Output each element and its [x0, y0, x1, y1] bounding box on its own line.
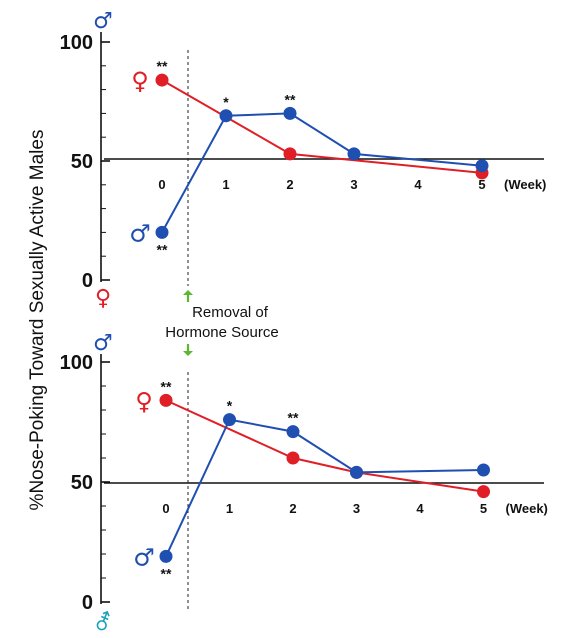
annotation-arrows	[183, 290, 193, 356]
female-series-icon: ♀	[135, 387, 153, 415]
y-tick-label: 100	[60, 352, 93, 374]
arrow-head	[183, 290, 193, 295]
data-point	[350, 465, 363, 479]
x-tick-label: 5	[480, 501, 487, 516]
x-tick-label: 3	[353, 501, 360, 516]
x-unit-label: (Week)	[506, 501, 548, 516]
data-point	[155, 73, 169, 87]
data-point	[286, 451, 300, 465]
x-tick-label: 1	[222, 177, 229, 192]
data-point	[219, 109, 233, 123]
x-tick-label: 3	[350, 177, 357, 192]
significance-marker: **	[157, 58, 168, 74]
data-point	[475, 159, 489, 173]
data-point	[283, 106, 297, 120]
data-point	[223, 413, 236, 427]
data-point	[159, 393, 173, 407]
axis-top-male-symbol: ♂	[93, 331, 113, 356]
hormone-removal-annotation: Removal of Hormone Source	[165, 290, 279, 356]
significance-marker: **	[285, 91, 296, 107]
x-tick-label: 5	[478, 177, 485, 192]
data-point	[155, 225, 169, 239]
y-tick-label: 0	[82, 592, 93, 614]
significance-marker: **	[161, 378, 172, 394]
data-point	[477, 485, 490, 499]
y-tick-label: 100	[60, 32, 93, 54]
significance-marker: *	[227, 398, 233, 414]
x-tick-label: 2	[286, 177, 293, 192]
data-point	[159, 549, 173, 563]
series-line	[165, 399, 484, 493]
x-tick-label: 1	[226, 501, 233, 516]
y-tick-label: 0	[82, 270, 93, 292]
data-point	[477, 463, 490, 477]
axis-bottom-symbol: ♀	[95, 286, 111, 311]
x-tick-label: 4	[414, 177, 422, 192]
significance-marker: **	[157, 241, 168, 257]
female-series-icon: ♀	[131, 67, 149, 95]
x-tick-label: 0	[162, 501, 169, 516]
male-series-icon: ♂	[133, 543, 155, 571]
male-series-icon: ♂	[129, 219, 151, 247]
x-unit-label: (Week)	[504, 177, 546, 192]
data-point	[286, 425, 300, 439]
x-tick-label: 2	[289, 501, 296, 516]
annotation-line-1: Removal of	[192, 304, 269, 321]
y-tick-label: 50	[71, 472, 93, 494]
arrow-head	[183, 351, 193, 356]
y-axis-label: %Nose-Poking Toward Sexually Active Male…	[27, 130, 48, 511]
significance-marker: **	[161, 565, 172, 581]
y-axis-title: %Nose-Poking Toward Sexually Active Male…	[27, 130, 48, 511]
significance-marker: **	[288, 410, 299, 426]
annotation-line-2: Hormone Source	[165, 324, 278, 341]
axis-bottom-symbol: ⚦	[94, 610, 112, 636]
series-line	[161, 112, 483, 233]
series-line	[165, 418, 484, 557]
significance-marker: *	[223, 94, 229, 110]
y-tick-label: 50	[71, 151, 93, 173]
axis-top-male-symbol: ♂	[93, 9, 113, 34]
data-point	[283, 147, 297, 161]
x-tick-label: 0	[158, 177, 165, 192]
x-tick-label: 4	[416, 501, 424, 516]
data-point	[347, 147, 361, 161]
